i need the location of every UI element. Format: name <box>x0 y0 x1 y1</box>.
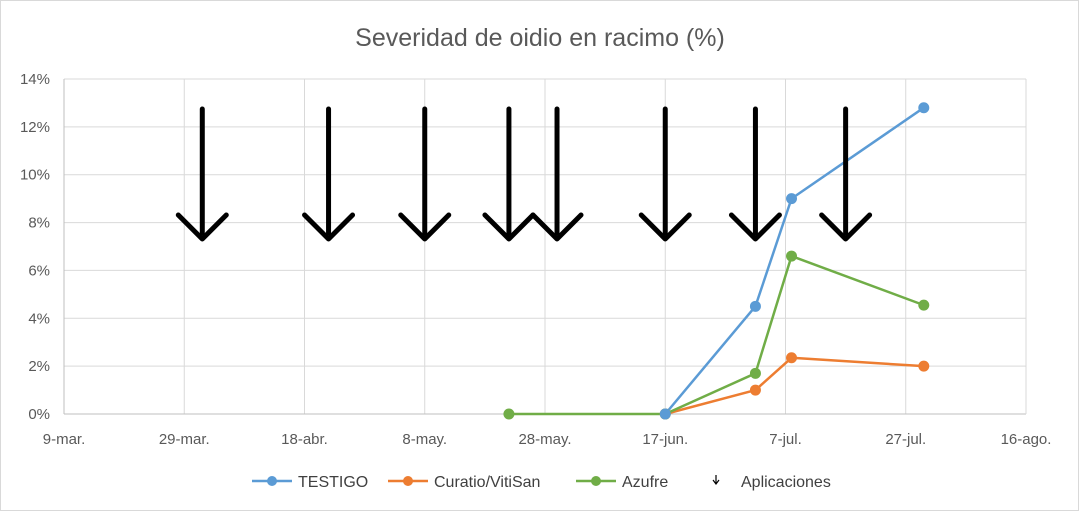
data-point <box>918 102 930 114</box>
x-tick-label: 18-abr. <box>281 431 328 448</box>
arrow-head <box>638 212 692 242</box>
data-point <box>918 360 930 372</box>
series-line-2 <box>508 254 925 416</box>
arrow-head <box>175 212 229 242</box>
legend: TESTIGO Curatio/VitiSan Azufre Aplicaciones <box>252 474 831 491</box>
application-arrow <box>728 106 782 242</box>
data-point <box>786 352 798 364</box>
arrow-head <box>530 212 584 242</box>
legend-marker <box>267 476 277 486</box>
application-arrow <box>638 106 692 242</box>
y-tick-label: 10% <box>20 167 50 184</box>
series-line-0 <box>664 106 925 415</box>
x-tick-label: 8-may. <box>402 431 447 448</box>
series-line-1 <box>664 356 924 416</box>
arrow-head <box>482 212 536 242</box>
legend-item: TESTIGO <box>252 474 368 491</box>
data-point <box>918 299 930 311</box>
application-arrow <box>482 106 536 242</box>
arrow-head <box>819 212 873 242</box>
application-arrow <box>530 106 584 242</box>
legend-marker <box>403 476 413 486</box>
arrow-head <box>728 212 782 242</box>
y-tick-label: 6% <box>28 262 50 279</box>
data-point <box>786 193 798 205</box>
chart-title: Severidad de oidio en racimo (%) <box>355 24 725 52</box>
data-point <box>749 300 761 312</box>
data-point <box>659 408 671 420</box>
legend-item: Aplicaciones <box>712 474 831 491</box>
application-arrow <box>175 106 229 242</box>
arrow-head <box>398 212 452 242</box>
legend-label: Azufre <box>622 474 668 491</box>
data-point <box>503 408 515 420</box>
legend-marker <box>591 476 601 486</box>
y-tick-label: 4% <box>28 310 50 327</box>
y-tick-label: 0% <box>28 406 50 423</box>
x-tick-label: 28-may. <box>518 431 571 448</box>
legend-arrow-head <box>712 479 720 485</box>
x-tick-label: 29-mar. <box>159 431 210 448</box>
x-tick-label: 9-mar. <box>43 431 86 448</box>
y-tick-label: 14% <box>20 71 50 88</box>
axis-labels: 0% 2% 4% 6% 8% 10% 12% 14% 9-mar. 29-mar. 18-abr. 8… <box>20 71 1051 448</box>
legend-label: Curatio/VitiSan <box>434 474 540 491</box>
arrow-head <box>302 212 356 242</box>
y-tick-label: 12% <box>20 119 50 136</box>
x-tick-label: 7-jul. <box>769 431 802 448</box>
y-tick-label: 2% <box>28 358 50 375</box>
application-arrow <box>819 106 873 242</box>
legend-item: Azufre <box>576 474 668 491</box>
application-arrow <box>398 106 452 242</box>
series-layer <box>503 102 930 420</box>
application-arrows <box>175 106 873 242</box>
data-point <box>749 367 761 379</box>
x-tick-label: 17-jun. <box>642 431 688 448</box>
application-arrow <box>302 106 356 242</box>
x-tick-label: 27-jul. <box>885 431 926 448</box>
legend-item: Curatio/VitiSan <box>388 474 540 491</box>
data-point <box>749 384 761 396</box>
y-tick-label: 8% <box>28 215 50 232</box>
legend-label: Aplicaciones <box>741 474 831 491</box>
x-tick-label: 16-ago. <box>1001 431 1052 448</box>
legend-label: TESTIGO <box>298 474 368 491</box>
data-point <box>786 250 798 262</box>
